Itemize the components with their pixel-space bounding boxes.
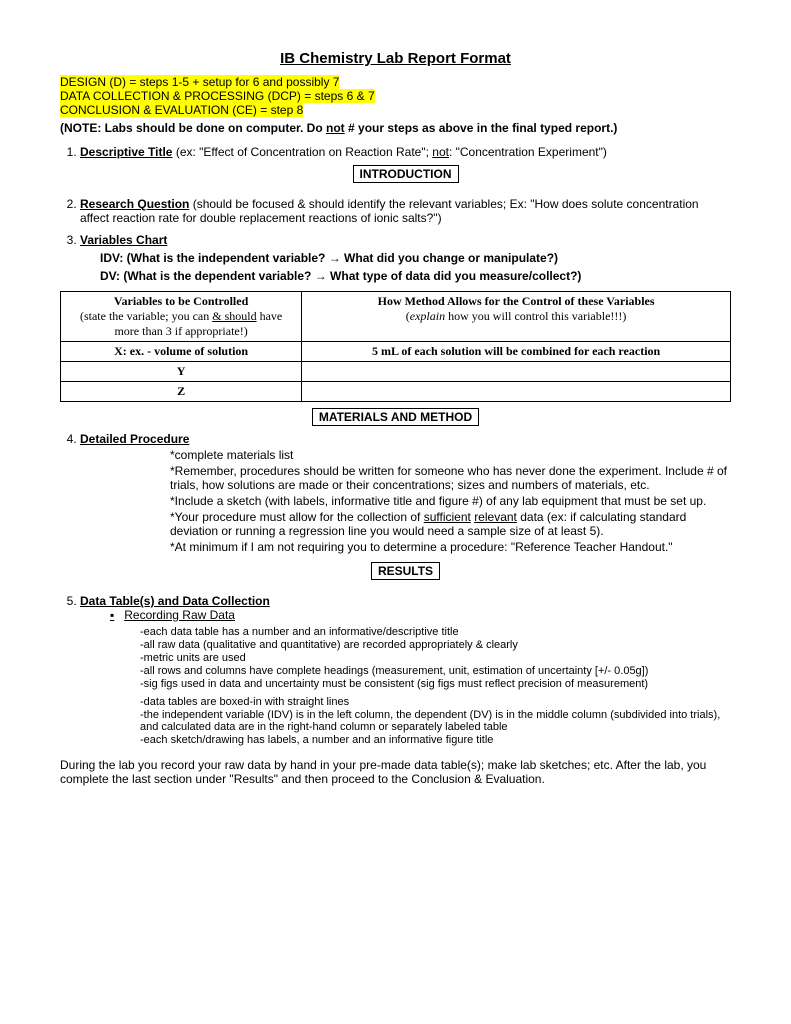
proc-3: *Include a sketch (with labels, informat…	[170, 494, 731, 508]
th-col1: Variables to be Controlled (state the va…	[61, 292, 302, 342]
d1: -each data table has a number and an inf…	[140, 626, 731, 638]
r1c2: 5 mL of each solution will be combined f…	[302, 342, 731, 362]
item4-label: Detailed Procedure	[80, 432, 189, 446]
note-line: (NOTE: Labs should be done on computer. …	[60, 121, 731, 135]
item-1: Descriptive Title (ex: "Effect of Concen…	[80, 145, 731, 189]
d5: -sig figs used in data and uncertainty m…	[140, 678, 731, 690]
r2c2	[302, 362, 731, 382]
item1-text-u: not	[432, 145, 449, 159]
d7: -the independent variable (IDV) is in th…	[140, 709, 731, 733]
header-block: DESIGN (D) = steps 1-5 + setup for 6 and…	[60, 75, 731, 117]
item1-text-pre: (ex: "Effect of Concentration on Reactio…	[172, 145, 432, 159]
dcp-line: DATA COLLECTION & PROCESSING (DCP) = ste…	[60, 89, 375, 103]
item5-label: Data Table(s) and Data Collection	[80, 594, 270, 608]
item3-label: Variables Chart	[80, 233, 167, 247]
results-box: RESULTS	[371, 562, 440, 580]
item-5: Data Table(s) and Data Collection Record…	[80, 594, 731, 746]
note-underline: not	[326, 121, 345, 135]
item1-text-post: : "Concentration Experiment")	[449, 145, 607, 159]
proc-4: *Your procedure must allow for the colle…	[170, 510, 731, 538]
item-4: Detailed Procedure *complete materials l…	[80, 432, 731, 586]
d8: -each sketch/drawing has labels, a numbe…	[140, 734, 731, 746]
r3c2	[302, 382, 731, 402]
item-2: Research Question (should be focused & s…	[80, 197, 731, 225]
dash-list: -each data table has a number and an inf…	[140, 626, 731, 746]
item1-label: Descriptive Title	[80, 145, 172, 159]
intro-box: INTRODUCTION	[353, 165, 459, 183]
page-title: IB Chemistry Lab Report Format	[60, 50, 731, 67]
d4: -all rows and columns have complete head…	[140, 665, 731, 677]
d2: -all raw data (qualitative and quantitat…	[140, 639, 731, 651]
th2-sub: (explain how you will control this varia…	[406, 309, 627, 323]
main-list: Descriptive Title (ex: "Effect of Concen…	[60, 145, 731, 283]
closing-paragraph: During the lab you record your raw data …	[60, 758, 731, 786]
ce-line: CONCLUSION & EVALUATION (CE) = step 8	[60, 103, 303, 117]
item-3: Variables Chart IDV: (What is the indepe…	[80, 233, 731, 283]
idv-line: IDV: (What is the independent variable? …	[100, 251, 731, 265]
variables-table: Variables to be Controlled (state the va…	[60, 291, 731, 402]
d3: -metric units are used	[140, 652, 731, 664]
procedure-block: *complete materials list *Remember, proc…	[170, 448, 731, 554]
r2c1: Y	[61, 362, 302, 382]
materials-method-box: MATERIALS AND METHOD	[312, 408, 479, 426]
d6: -data tables are boxed-in with straight …	[140, 696, 731, 708]
main-list-2: Detailed Procedure *complete materials l…	[60, 432, 731, 746]
design-line: DESIGN (D) = steps 1-5 + setup for 6 and…	[60, 75, 339, 89]
proc-5: *At minimum if I am not requiring you to…	[170, 540, 731, 554]
th1-sub: (state the variable; you can & should ha…	[80, 309, 282, 338]
dv-line: DV: (What is the dependent variable? → W…	[100, 269, 731, 283]
th1-bold: Variables to be Controlled	[114, 294, 248, 308]
note-post: # your steps as above in the final typed…	[345, 121, 618, 135]
item2-label: Research Question	[80, 197, 189, 211]
raw-data-title: Recording Raw Data	[110, 608, 731, 622]
note-pre: (NOTE: Labs should be done on computer. …	[60, 121, 326, 135]
r3c1: Z	[61, 382, 302, 402]
r1c1: X: ex. - volume of solution	[61, 342, 302, 362]
proc-2: *Remember, procedures should be written …	[170, 464, 731, 492]
th-col2: How Method Allows for the Control of the…	[302, 292, 731, 342]
proc-1: *complete materials list	[170, 448, 731, 462]
th2-bold: How Method Allows for the Control of the…	[378, 294, 655, 308]
